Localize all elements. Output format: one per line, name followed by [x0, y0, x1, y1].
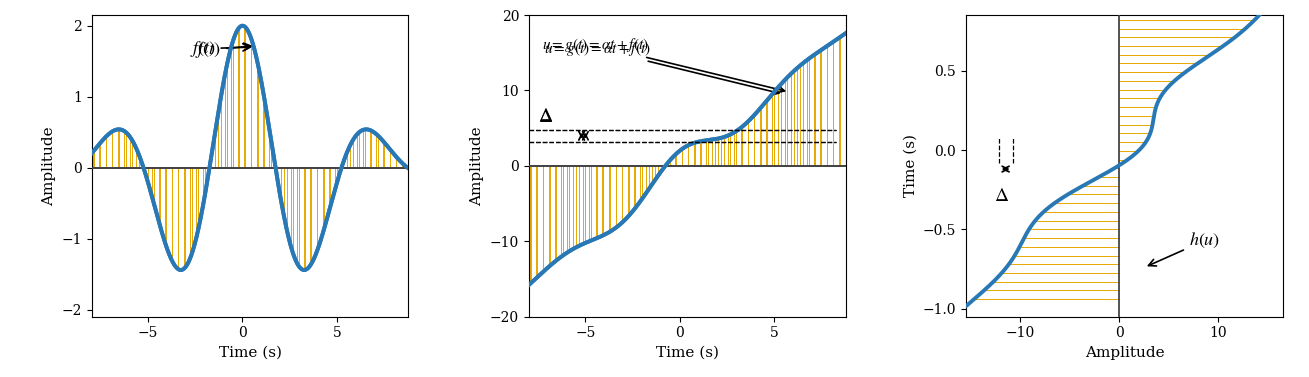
X-axis label: Time (s): Time (s): [219, 346, 281, 360]
Text: $\Delta$: $\Delta$: [538, 107, 554, 125]
Text: $u = g(t) = \alpha t + f(t)$: $u = g(t) = \alpha t + f(t)$: [542, 36, 784, 92]
Text: $f(t)$: $f(t)$: [190, 39, 250, 59]
Text: $\Delta$: $\Delta$: [994, 187, 1009, 205]
Y-axis label: Time (s): Time (s): [903, 134, 918, 198]
X-axis label: Amplitude: Amplitude: [1085, 346, 1164, 360]
X-axis label: Time (s): Time (s): [656, 346, 719, 360]
Text: $h(u)$: $h(u)$: [1148, 231, 1220, 266]
Y-axis label: Amplitude: Amplitude: [42, 126, 56, 206]
Y-axis label: Amplitude: Amplitude: [470, 126, 484, 206]
Text: $f(t)$: $f(t)$: [195, 40, 251, 60]
Text: $\Delta$: $\Delta$: [538, 108, 554, 126]
Text: $u = g(t) = \alpha t + f(t)$: $u = g(t) = \alpha t + f(t)$: [545, 40, 779, 95]
